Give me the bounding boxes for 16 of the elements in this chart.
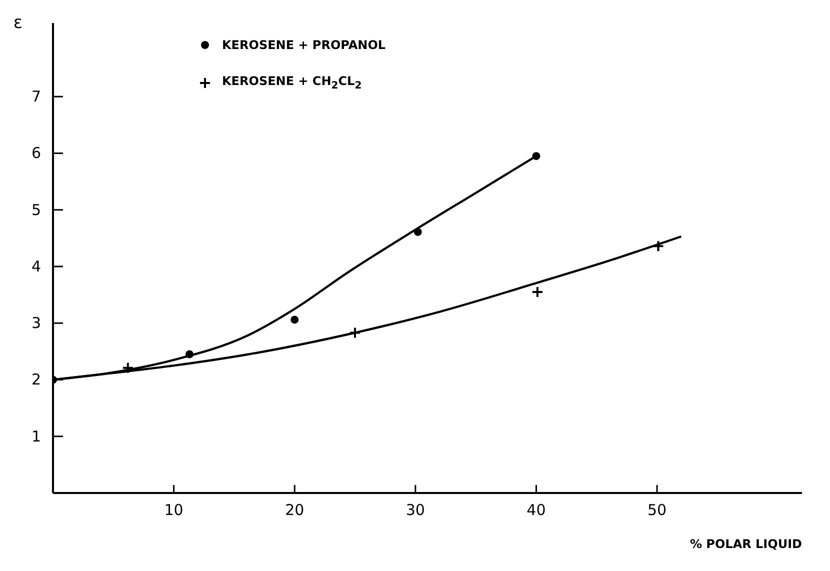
y-axis-title: ε xyxy=(13,13,23,33)
y-tick-label: 2 xyxy=(31,370,41,389)
x-tick-label: 10 xyxy=(164,501,184,519)
y-tick-label: 7 xyxy=(31,88,41,106)
y-tick-label: 1 xyxy=(31,427,41,446)
x-axis-title: % POLAR LIQUID xyxy=(690,537,802,551)
x-tick-label: 30 xyxy=(406,501,425,519)
legend-label: KEROSENE + CH$_{2}$CL$_{2}$ xyxy=(222,74,362,92)
x-tick-label: 50 xyxy=(647,501,667,519)
y-tick-label: 3 xyxy=(31,314,41,332)
y-tick-label: 5 xyxy=(31,200,41,219)
y-tick-label: 6 xyxy=(31,144,41,162)
y-tick-label: 4 xyxy=(31,257,41,276)
x-tick-label: 40 xyxy=(526,501,546,519)
legend-label: KEROSENE + PROPANOL xyxy=(222,38,386,52)
x-tick-label: 20 xyxy=(285,501,304,519)
